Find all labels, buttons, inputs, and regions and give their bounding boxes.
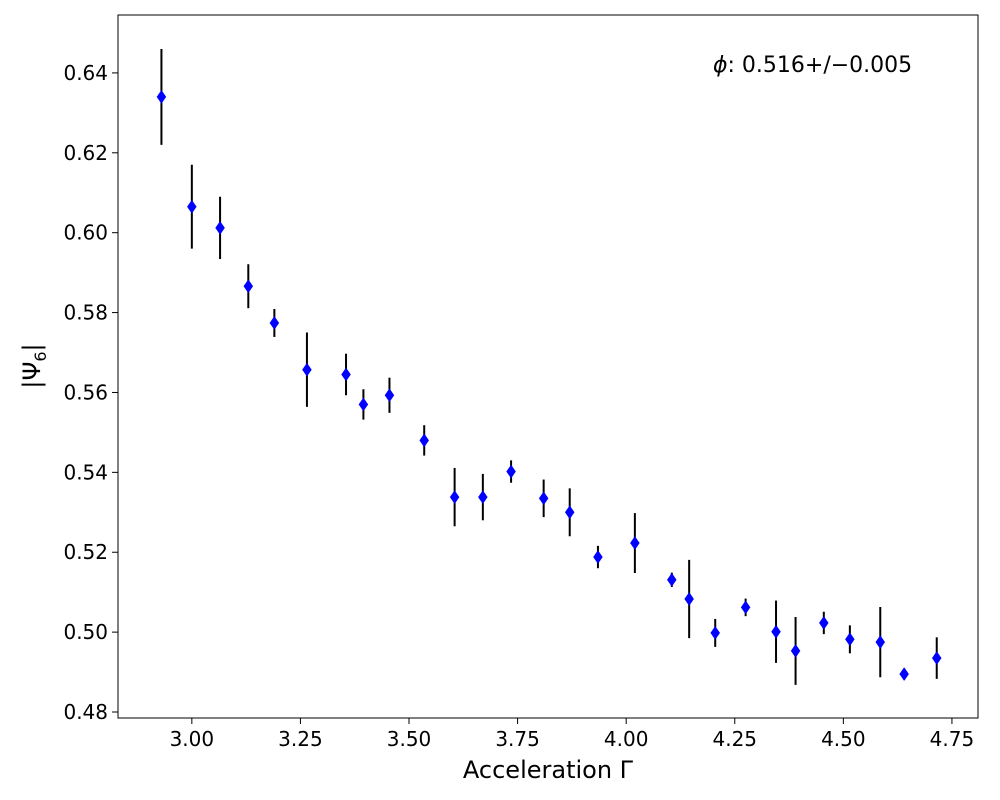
data-point-marker: [419, 433, 430, 448]
data-point-marker: [384, 388, 395, 403]
data-point-marker: [931, 651, 942, 666]
data-point-marker: [819, 615, 829, 630]
data-point-marker: [538, 491, 549, 506]
data-point-marker: [666, 572, 677, 587]
data-point-marker: [269, 316, 280, 330]
x-tick-label: 4.50: [821, 727, 866, 751]
data-point-marker: [564, 505, 575, 520]
y-axis-label: |Ψ6|: [18, 343, 50, 388]
data-point-marker: [506, 464, 516, 479]
x-tick-label: 3.50: [387, 727, 432, 751]
data-point-marker: [593, 550, 603, 564]
data-point-marker: [215, 220, 225, 235]
y-axis: 0.48 0.50 0.52 0.54 0.56 0.58 0.60 0.62 0.64: [63, 61, 118, 724]
data-point-marker: [478, 490, 488, 505]
x-tick-label: 4.25: [713, 727, 758, 751]
phi-value: : 0.516+/−0.005: [728, 53, 913, 78]
y-tick-label: 0.52: [63, 540, 108, 564]
x-tick-label: 3.25: [278, 727, 323, 751]
data-point-marker: [845, 632, 855, 647]
phi-annotation: ϕ: 0.516+/−0.005: [713, 53, 912, 78]
data-point-marker: [740, 600, 751, 615]
data-point-marker: [710, 625, 721, 640]
y-tick-label: 0.58: [63, 301, 108, 325]
x-tick-label: 3.75: [495, 727, 540, 751]
y-tick-label: 0.54: [63, 460, 108, 484]
data-point-marker: [899, 667, 909, 682]
x-tick-label: 3.00: [170, 727, 215, 751]
x-axis: 3.00 3.25 3.50 3.75 4.00 4.25 4.50 4.75: [170, 718, 975, 751]
y-tick-label: 0.60: [63, 221, 108, 245]
data-point-marker: [790, 643, 801, 658]
data-point-marker: [302, 362, 312, 377]
data-point-marker: [341, 367, 351, 382]
y-tick-label: 0.56: [63, 380, 108, 404]
y-tick-label: 0.48: [63, 700, 108, 724]
data-point-marker: [771, 624, 781, 639]
y-axis-label-main: |Ψ: [18, 362, 46, 389]
plot-frame: [117, 14, 979, 719]
x-tick-label: 4.75: [930, 727, 975, 751]
data-point-marker: [358, 397, 369, 412]
phi-symbol: ϕ: [713, 53, 728, 78]
data-point-marker: [449, 490, 460, 505]
y-tick-label: 0.64: [63, 61, 108, 85]
data-point-marker: [156, 89, 167, 104]
y-axis-label-close: |: [18, 343, 46, 351]
y-tick-label: 0.50: [63, 620, 108, 644]
plot-layer: [156, 48, 942, 685]
data-point-marker: [630, 536, 640, 550]
x-axis-label: Acceleration Γ: [463, 756, 634, 784]
y-tick-label: 0.62: [63, 141, 108, 165]
y-axis-label-sub: 6: [31, 351, 50, 361]
x-tick-label: 4.00: [604, 727, 649, 751]
data-point-marker: [684, 592, 694, 606]
data-point-marker: [187, 199, 197, 214]
data-point-marker: [243, 279, 254, 294]
data-point-marker: [875, 635, 886, 650]
